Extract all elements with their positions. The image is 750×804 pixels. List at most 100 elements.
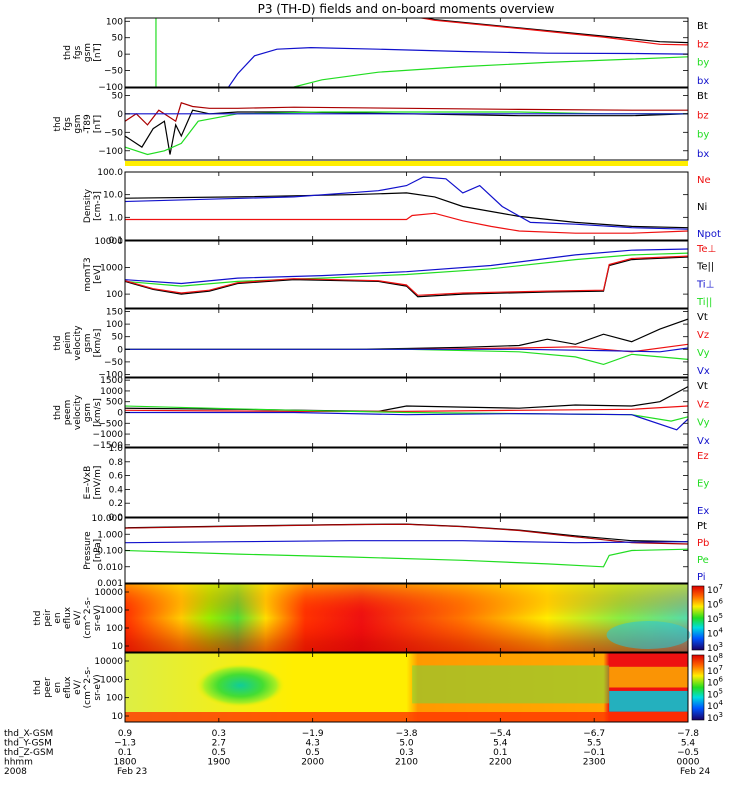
xaxis-tick-value: 2000 bbox=[301, 758, 324, 768]
ylabel-line: [km/s] bbox=[93, 398, 103, 427]
xaxis-row-label: hhmm bbox=[4, 758, 33, 768]
ylabel-line: [eV] bbox=[93, 265, 103, 284]
ylabel-line: sr-eV) bbox=[93, 674, 103, 700]
xaxis-tick-value: Feb 23 bbox=[117, 767, 147, 777]
series-line-pi bbox=[125, 540, 688, 544]
xaxis-tick-value: −1.3 bbox=[114, 739, 136, 749]
ytick-label: 0 bbox=[117, 110, 123, 120]
ytick-label: 10.0 bbox=[103, 191, 123, 201]
legend-ex: Ex bbox=[697, 506, 709, 517]
ylabel-line: peem bbox=[63, 400, 73, 426]
ylabel-line: thd bbox=[53, 405, 63, 420]
spectrogram-low-band bbox=[125, 712, 688, 722]
ylabel-line: thd bbox=[53, 117, 63, 132]
spectrogram-green-blob bbox=[195, 663, 286, 708]
xaxis-tick-value: 0000 bbox=[677, 758, 700, 768]
legend-pb: Pb bbox=[697, 538, 709, 549]
ylabel-line: velocity bbox=[73, 325, 83, 361]
xaxis-tick-value: 1900 bbox=[207, 758, 230, 768]
spectrogram-cool-region bbox=[606, 621, 691, 649]
pressure-frame bbox=[124, 517, 689, 584]
colorbar-tick-exponent: 5 bbox=[718, 687, 722, 695]
ytick-label: 100 bbox=[106, 320, 123, 330]
ylabel-line: fgs bbox=[73, 45, 83, 59]
series-line-ti bbox=[125, 252, 688, 287]
ylabel-line: eV/ bbox=[73, 610, 83, 626]
ytick-label: 1000 bbox=[100, 675, 123, 685]
ylabel-line: eV/ bbox=[73, 679, 83, 695]
legend-pt: Pt bbox=[697, 521, 707, 532]
ylabel-line: thd bbox=[63, 45, 73, 60]
legend-bx: bx bbox=[697, 76, 709, 87]
ylabel-line: peer bbox=[43, 677, 53, 698]
ytick-label: 10 bbox=[112, 712, 124, 722]
spectrogram-cyan-band bbox=[609, 690, 688, 712]
ylabel-line: peim bbox=[63, 332, 73, 355]
series-line-pb bbox=[125, 523, 688, 545]
legend-bt: Bt bbox=[697, 21, 708, 32]
colorbar-tick-label: 106 bbox=[707, 598, 723, 611]
mom_temperature-series bbox=[125, 248, 688, 298]
ylabel-line: momT3 bbox=[83, 257, 93, 291]
ytick-label: 100 bbox=[106, 624, 123, 634]
xaxis-tick-value: −0.1 bbox=[583, 748, 605, 758]
ytick-label: 1.0 bbox=[109, 213, 124, 223]
ytick-label: 50 bbox=[112, 333, 124, 343]
series-line-pe bbox=[125, 548, 688, 568]
ylabel-line: sr-eV) bbox=[93, 605, 103, 631]
legend-vy: Vy bbox=[697, 418, 710, 429]
ytick-label: 0.8 bbox=[109, 458, 124, 468]
legend-by: by bbox=[697, 58, 709, 69]
ytick-label: 10.000 bbox=[92, 514, 124, 524]
colorbar-tick-label: 103 bbox=[707, 711, 723, 724]
ytick-label: 0.2 bbox=[109, 499, 123, 509]
xaxis-tick-value: 2.7 bbox=[212, 739, 226, 749]
series-line-te bbox=[125, 255, 688, 296]
legend-vz: Vz bbox=[697, 399, 709, 410]
colorbar-tick-exponent: 7 bbox=[718, 664, 722, 672]
legend-vz: Vz bbox=[697, 330, 709, 341]
ytick-label: 1000 bbox=[100, 606, 123, 616]
xaxis-tick-value: 0.1 bbox=[118, 748, 132, 758]
colorbar-tick-exponent: 5 bbox=[718, 612, 722, 620]
ylabel-line: en bbox=[53, 612, 63, 623]
peer_en_eflux-spectrogram bbox=[125, 653, 688, 722]
ytick-label: −100 bbox=[98, 370, 123, 380]
xaxis-row-label: thd_X-GSM bbox=[4, 729, 53, 739]
ytick-label: 100 bbox=[106, 290, 123, 300]
legend-bx: bx bbox=[697, 149, 709, 160]
ylabel-line: [nPa] bbox=[93, 539, 103, 562]
legend-vx: Vx bbox=[697, 436, 710, 447]
ylabel-line: fgs bbox=[63, 117, 73, 131]
ytick-label: 0.4 bbox=[109, 485, 124, 495]
legend-vt: Vt bbox=[697, 381, 708, 392]
xaxis-tick-value: −0.5 bbox=[677, 748, 699, 758]
ylabel-line: Density bbox=[83, 188, 93, 223]
xaxis-tick-value: 0.5 bbox=[212, 748, 226, 758]
ylabel-line: (cm^2-s- bbox=[83, 597, 93, 639]
xaxis-tick-value: 2200 bbox=[489, 758, 512, 768]
ytick-label: −50 bbox=[104, 67, 123, 77]
spectrogram-shade bbox=[125, 584, 688, 652]
xaxis-row-label: thd_Y-GSM bbox=[4, 739, 52, 749]
xaxis-tick-value: 5.4 bbox=[681, 739, 696, 749]
legend-vy: Vy bbox=[697, 348, 710, 359]
ytick-label: 50 bbox=[112, 34, 124, 44]
density-frame bbox=[124, 171, 689, 241]
xaxis-tick-value: 0.5 bbox=[306, 748, 320, 758]
xaxis-tick-value: Feb 24 bbox=[680, 767, 711, 777]
ytick-label: 0 bbox=[117, 50, 123, 60]
series-line-vx bbox=[125, 347, 688, 353]
legend-ey: Ey bbox=[697, 479, 709, 490]
xaxis-tick-value: 1800 bbox=[114, 758, 137, 768]
series-line-vx bbox=[125, 411, 688, 431]
series-line-by bbox=[125, 111, 688, 156]
colorbar-tick-exponent: 3 bbox=[718, 711, 722, 719]
ytick-label: 0.0 bbox=[109, 513, 124, 523]
ylabel-line: [km/s] bbox=[93, 329, 103, 358]
ytick-label: 10000 bbox=[94, 237, 123, 247]
series-line-bt bbox=[125, 109, 688, 155]
ytick-label: 0 bbox=[117, 345, 123, 355]
ytick-label: 0.010 bbox=[97, 563, 123, 573]
